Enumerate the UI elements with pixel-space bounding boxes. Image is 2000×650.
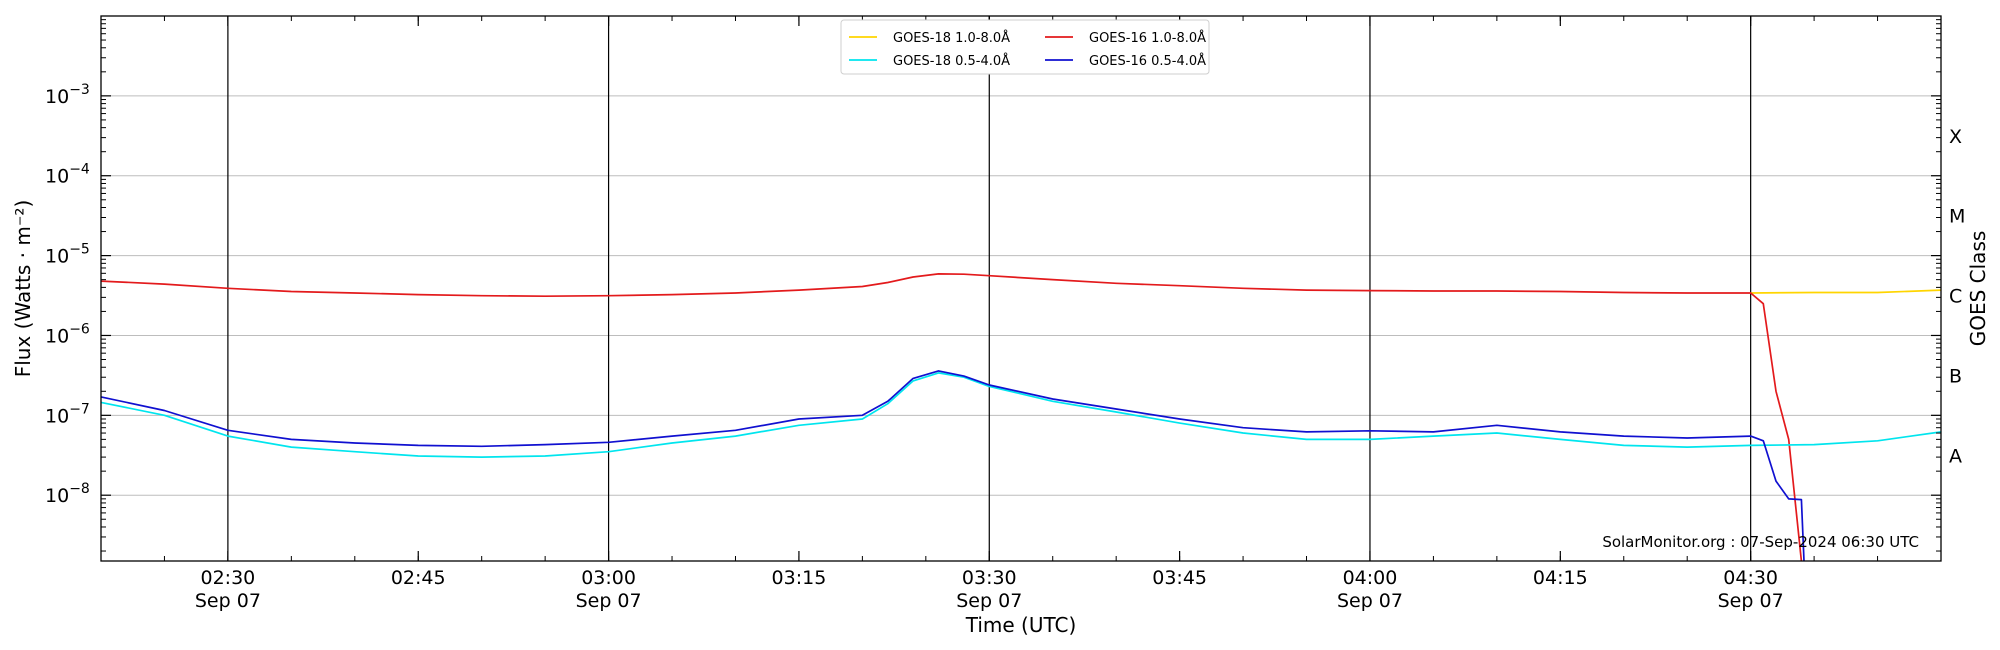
x-tick-label: 04:30 bbox=[1723, 567, 1778, 589]
x-tick-label: 04:15 bbox=[1533, 567, 1588, 589]
y-tick-label: 10−4 bbox=[45, 162, 90, 188]
series-line bbox=[100, 273, 1803, 562]
y-tick-base: 10 bbox=[45, 325, 69, 347]
y-tick-exponent: −5 bbox=[69, 242, 90, 258]
y-tick-exponent: −6 bbox=[69, 321, 90, 337]
x-axis-label: Time (UTC) bbox=[965, 613, 1077, 637]
series-line bbox=[100, 372, 1942, 458]
x-tick-date: Sep 07 bbox=[1337, 590, 1403, 612]
legend-box bbox=[840, 19, 1210, 75]
x-tick-label: 03:45 bbox=[1152, 567, 1207, 589]
y-axis-label: Flux (Watts · m⁻²) bbox=[11, 200, 35, 378]
watermark-text: SolarMonitor.org : 07-Sep-2024 06:30 UTC bbox=[1602, 533, 1919, 551]
legend-label: GOES-18 1.0-8.0Å bbox=[893, 30, 1010, 46]
legend: GOES-18 1.0-8.0Å GOES-18 0.5-4.0Å GOES-16 … bbox=[840, 19, 1210, 75]
y-tick-exponent: −8 bbox=[69, 481, 90, 497]
y-tick-base: 10 bbox=[45, 405, 69, 427]
series-line bbox=[100, 370, 1805, 562]
x-tick-label: 03:00 bbox=[581, 567, 636, 589]
goes-class-label: X bbox=[1949, 126, 1962, 148]
goes-class-label: B bbox=[1949, 365, 1962, 387]
y-tick-base: 10 bbox=[45, 86, 69, 108]
y-tick-label: 10−3 bbox=[45, 82, 90, 108]
series-line bbox=[1750, 289, 1942, 294]
y-tick-exponent: −3 bbox=[69, 82, 90, 98]
x-tick-date: Sep 07 bbox=[576, 590, 642, 612]
legend-label: GOES-16 1.0-8.0Å bbox=[1089, 30, 1206, 46]
y-tick-label: 10−5 bbox=[45, 242, 90, 268]
y-tick-base: 10 bbox=[45, 246, 69, 268]
x-tick-label: 03:30 bbox=[962, 567, 1017, 589]
x-tick-label: 02:45 bbox=[391, 567, 446, 589]
series-lines bbox=[100, 273, 1942, 562]
legend-label: GOES-18 0.5-4.0Å bbox=[893, 53, 1010, 69]
goes-class-label: M bbox=[1949, 206, 1965, 228]
goes-class-label: A bbox=[1949, 445, 1962, 467]
y-tick-label: 10−8 bbox=[45, 481, 90, 507]
grid bbox=[101, 16, 1941, 561]
x-tick-date: Sep 07 bbox=[1718, 590, 1784, 612]
y-tick-label: 10−7 bbox=[45, 401, 90, 427]
x-tick-label: 02:30 bbox=[201, 567, 256, 589]
goes-class-axis-label: GOES Class bbox=[1966, 231, 1990, 347]
legend-label: GOES-16 0.5-4.0Å bbox=[1089, 53, 1206, 69]
x-tick-date: Sep 07 bbox=[195, 590, 261, 612]
x-tick-date: Sep 07 bbox=[956, 590, 1022, 612]
y-tick-base: 10 bbox=[45, 166, 69, 188]
goes-class-label: C bbox=[1949, 286, 1962, 308]
y-tick-exponent: −7 bbox=[69, 401, 90, 417]
y-tick-label: 10−6 bbox=[45, 321, 90, 347]
y-tick-base: 10 bbox=[45, 485, 69, 507]
x-tick-label: 04:00 bbox=[1343, 567, 1398, 589]
plot-frame bbox=[100, 15, 1942, 562]
y-tick-exponent: −4 bbox=[69, 162, 90, 178]
x-tick-label: 03:15 bbox=[772, 567, 827, 589]
